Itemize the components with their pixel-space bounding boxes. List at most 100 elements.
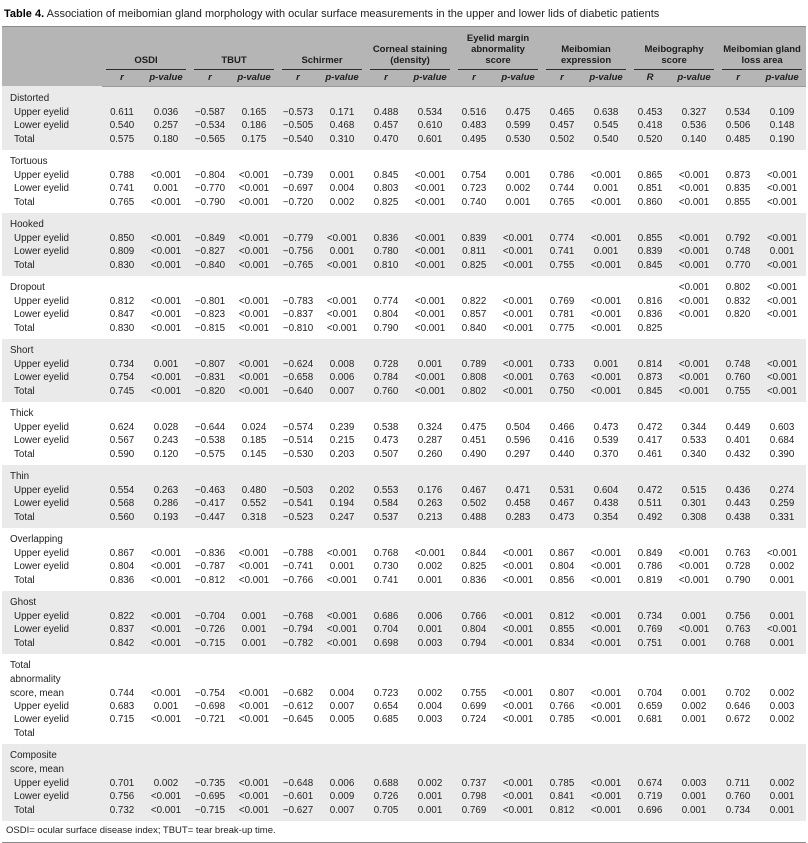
value-cell <box>190 86 231 106</box>
value-cell <box>630 276 670 295</box>
value-cell <box>718 321 758 339</box>
value-cell: 0.002 <box>417 687 443 699</box>
value-cell: 0.830 <box>102 257 142 276</box>
column-group-label: OSDI <box>106 55 187 70</box>
value-cell: 0.755 <box>718 383 759 402</box>
value-cell: 0.794 <box>454 635 495 654</box>
value-cell: 0.822 <box>102 609 142 623</box>
data-row: Upper eyelid 0.812 <0.001 −0.801 <0.001 −0.78… <box>2 295 806 308</box>
value-cell: 0.659 <box>637 700 663 712</box>
value-cell: <0.001 <box>238 713 270 725</box>
value-cell <box>494 150 542 169</box>
r-header: r <box>278 69 319 87</box>
value-cell: 0.730 <box>373 560 399 572</box>
section-name-row: Short <box>2 338 807 358</box>
value-cell: <0.001 <box>766 169 798 181</box>
value-cell <box>758 673 806 687</box>
value-cell: <0.001 <box>494 609 543 623</box>
value-cell <box>366 212 407 232</box>
value-cell: 0.684 <box>769 434 795 446</box>
value-cell: 0.001 <box>505 169 531 181</box>
value-cell: 0.148 <box>758 118 807 132</box>
row-label: Lower eyelid <box>2 789 102 803</box>
value-cell: <0.001 <box>142 789 191 803</box>
column-group-header: TBUT <box>190 26 279 70</box>
value-cell: <0.001 <box>230 357 279 371</box>
value-cell: <0.001 <box>406 383 455 402</box>
section-label: Overlapping <box>10 534 63 546</box>
value-cell <box>582 150 630 169</box>
value-cell: <0.001 <box>494 383 543 402</box>
value-cell: <0.001 <box>142 635 191 654</box>
value-cell <box>542 743 583 763</box>
value-cell: 0.810 <box>366 257 407 276</box>
section-label: Tortuous <box>10 156 48 168</box>
value-cell: 0.483 <box>454 118 495 132</box>
value-cell: <0.001 <box>326 574 358 586</box>
value-cell <box>454 654 494 673</box>
value-cell: 0.310 <box>318 131 367 150</box>
value-cell: 0.802 <box>725 282 751 294</box>
value-cell: 0.699 <box>461 700 487 712</box>
value-cell <box>718 762 759 777</box>
value-cell: 0.750 <box>542 383 583 402</box>
value-cell: 0.470 <box>366 131 407 150</box>
value-cell <box>670 743 719 763</box>
table-section: Thick Upper eyelid 0.624 0.028 −0.644 0.024 −0… <box>2 402 806 465</box>
value-cell: 0.001 <box>758 609 807 623</box>
value-cell: 0.457 <box>366 118 407 132</box>
value-cell: 0.683 <box>109 700 135 712</box>
value-cell: 0.002 <box>406 776 455 790</box>
value-cell: <0.001 <box>238 196 270 208</box>
value-cell: −0.715 <box>190 635 231 654</box>
table-section: Distorted Upper eyelid 0.611 0.036 −0.587 0.1… <box>2 86 807 150</box>
value-cell: −0.726 <box>190 622 231 636</box>
value-cell: −0.682 <box>282 687 314 699</box>
value-cell: <0.001 <box>590 295 622 307</box>
value-cell: 0.552 <box>230 496 279 510</box>
value-cell: −0.627 <box>278 802 319 821</box>
value-cell: <0.001 <box>230 383 279 402</box>
value-cell: 0.774 <box>373 295 399 307</box>
value-cell: 0.190 <box>758 131 807 150</box>
value-cell <box>670 321 718 339</box>
value-cell: 0.763 <box>725 547 751 559</box>
value-cell: <0.001 <box>230 257 279 276</box>
value-cell: 0.847 <box>109 308 135 320</box>
value-cell: 0.769 <box>630 622 671 636</box>
value-cell: <0.001 <box>238 182 270 194</box>
value-cell: 0.003 <box>417 713 443 725</box>
value-cell: <0.001 <box>494 370 543 384</box>
column-group-label: Corneal staining (density) <box>370 44 451 70</box>
column-group-label: TBUT <box>194 55 275 70</box>
value-cell: 0.001 <box>230 635 279 654</box>
value-cell: 0.789 <box>454 357 495 371</box>
section-name-row: score, mean <box>2 762 807 777</box>
value-cell: 0.755 <box>461 687 487 699</box>
value-cell: 0.754 <box>102 370 142 384</box>
value-cell: 0.466 <box>549 421 575 433</box>
value-cell <box>542 762 583 777</box>
value-cell <box>406 743 455 763</box>
value-cell: 0.515 <box>670 483 719 497</box>
value-cell: 0.534 <box>718 105 759 119</box>
value-cell: 0.769 <box>549 295 575 307</box>
value-cell <box>318 150 366 169</box>
value-cell: <0.001 <box>230 244 279 258</box>
value-cell: −0.587 <box>190 105 231 119</box>
value-cell: 0.737 <box>454 776 495 790</box>
value-cell: <0.001 <box>766 308 798 320</box>
section-name-row: Thick <box>2 402 806 421</box>
value-cell: −0.695 <box>190 789 231 803</box>
value-cell: 0.599 <box>494 118 543 132</box>
value-cell: 0.811 <box>454 244 495 258</box>
value-cell: −0.741 <box>282 560 314 572</box>
value-cell <box>494 86 543 106</box>
data-row: Upper eyelid 0.554 0.263 −0.463 0.480 −0.503 0… <box>2 483 807 497</box>
table-section: Thin Upper eyelid 0.554 0.263 −0.463 0.480 −0.… <box>2 464 807 528</box>
value-cell <box>630 654 670 673</box>
column-group-header: OSDI <box>102 26 191 70</box>
value-cell: −0.827 <box>190 244 231 258</box>
data-row: Lower eyelid 0.847 <0.001 −0.823 <0.001 −0.83… <box>2 308 806 321</box>
value-cell: 0.539 <box>593 434 619 446</box>
